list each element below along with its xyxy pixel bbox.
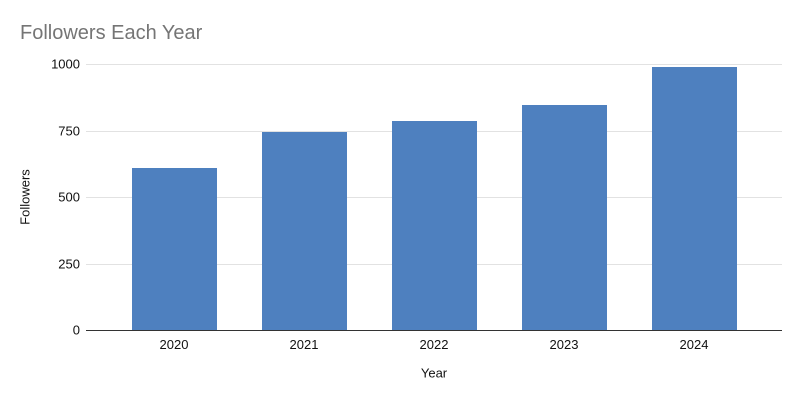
bar-2024[interactable] (651, 66, 737, 330)
x-tick-label-2023: 2023 (549, 337, 579, 352)
y-tick-label: 1000 (51, 56, 80, 72)
bar-2023[interactable] (521, 105, 607, 330)
x-tick-label-2021: 2021 (289, 337, 319, 352)
bar-2020[interactable] (131, 167, 217, 330)
y-axis-tick-labels: 0 250 500 750 1000 (0, 0, 80, 403)
gridline (86, 64, 782, 65)
bar-2022[interactable] (391, 121, 477, 330)
bar-2021[interactable] (261, 131, 347, 330)
y-tick-label: 500 (58, 189, 80, 205)
x-tick-label-2022: 2022 (419, 337, 449, 352)
x-axis-title: Year (420, 365, 448, 381)
plot-area (86, 64, 782, 331)
chart-title: Followers Each Year (20, 22, 203, 44)
y-tick-label: 750 (58, 123, 80, 138)
x-tick-label-2020: 2020 (159, 337, 189, 352)
y-tick-label: 0 (72, 322, 80, 338)
y-tick-label: 250 (58, 256, 80, 271)
y-axis-title: Followers (17, 169, 33, 225)
x-axis-line (86, 330, 782, 331)
x-tick-label-2024: 2024 (679, 337, 709, 352)
